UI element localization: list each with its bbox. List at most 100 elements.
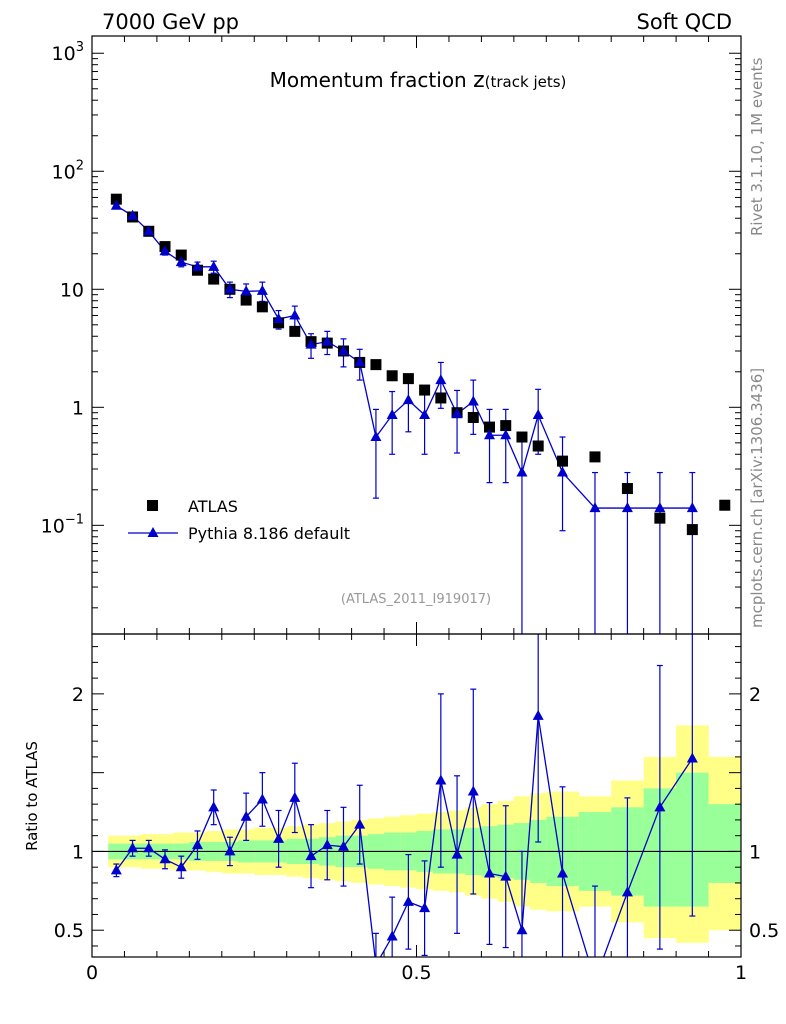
atlas-point (532, 440, 544, 452)
atlas-point (654, 512, 666, 524)
pythia-point (337, 344, 349, 355)
ratio-point (500, 870, 512, 881)
ratio-point (467, 785, 479, 796)
ratio-point (175, 861, 187, 872)
legend: ATLAS Pythia 8.186 default (128, 497, 350, 543)
atlas-point (484, 421, 496, 433)
atlas-point (435, 392, 447, 404)
ratio-point (208, 801, 220, 812)
ratio-point (435, 774, 447, 785)
pythia-point (127, 209, 139, 220)
pythia-point (110, 199, 122, 210)
atlas-point (289, 325, 301, 337)
y-tick-exponent: 2 (76, 158, 84, 173)
mcplots-source-note: mcplots.cern.ch [arXiv:1306.3436] (748, 368, 766, 628)
y-tick-base: 10 (52, 161, 76, 183)
pythia-point (589, 502, 601, 513)
ratio-point (321, 839, 333, 850)
chart-title-main: Momentum fraction (270, 68, 474, 92)
ratio-y-tick-label-right: 1 (749, 841, 761, 863)
y-tick-base: 1 (72, 397, 84, 419)
ratio-y-tick-label: 1 (72, 841, 84, 863)
pythia-point (686, 502, 698, 513)
band-inner-bin (708, 804, 741, 883)
y-tick-label: 10−1 (41, 512, 84, 537)
ratio-point (654, 801, 666, 812)
ratio-point (557, 867, 569, 878)
ratio-point (256, 793, 268, 804)
y-tick-base: 10 (60, 279, 84, 301)
y-tick-label: 10 (60, 279, 84, 301)
pythia-point (467, 395, 479, 406)
pythia-point (516, 466, 528, 477)
legend-pythia-label: Pythia 8.186 default (188, 524, 350, 543)
ratio-point (224, 845, 236, 856)
y-tick-exponent: −1 (65, 512, 84, 527)
x-tick-label: 1 (735, 962, 747, 984)
pythia-point (500, 429, 512, 440)
atlas-point (386, 370, 398, 382)
pythia-point (240, 285, 252, 296)
ratio-point (516, 924, 528, 935)
pythia-point (256, 284, 268, 295)
pythia-point (159, 245, 171, 256)
main-panel: Momentum fraction z(track jets) (ATLAS_2… (110, 68, 731, 634)
ratio-point (686, 752, 698, 763)
atlas-point (419, 384, 431, 396)
pythia-point (386, 409, 398, 420)
ratio-point (127, 842, 139, 853)
ratio-point (621, 886, 633, 897)
main-plot-area (110, 193, 731, 634)
pythia-point (175, 256, 187, 267)
pythia-line (115, 205, 693, 509)
ratio-plot-area (92, 634, 741, 969)
legend-atlas-marker (147, 500, 158, 511)
pythia-point (557, 466, 569, 477)
ratio-point (273, 832, 285, 843)
atlas-point (370, 359, 382, 371)
atlas-point (110, 193, 122, 205)
atlas-point (589, 451, 601, 463)
pythia-point (224, 283, 236, 294)
analysis-tag: (ATLAS_2011_I919017) (341, 592, 491, 607)
rivet-version-note: Rivet 3.1.10, 1M events (748, 57, 766, 236)
pythia-point (305, 338, 317, 349)
header-beam-label: 7000 GeV pp (102, 10, 239, 34)
pythia-point (354, 356, 366, 367)
ratio-point (143, 842, 155, 853)
ratio-point (532, 709, 544, 720)
y-tick-base: 10 (41, 515, 65, 537)
pythia-point (402, 394, 414, 405)
y-tick-label: 1 (72, 397, 84, 419)
ratio-point (370, 959, 381, 969)
pythia-point (621, 502, 633, 513)
ratio-point (419, 902, 431, 913)
header-process-label: Soft QCD (637, 10, 732, 34)
pythia-point (191, 260, 203, 271)
x-tick-label: 0.5 (401, 962, 431, 984)
pythia-point (654, 502, 666, 513)
pythia-point (143, 225, 155, 236)
atlas-point (557, 455, 569, 467)
ratio-y-axis-label: Ratio to ATLAS (23, 741, 41, 851)
y-tick-label: 102 (52, 158, 84, 183)
ratio-point (191, 839, 203, 850)
main-frame (91, 35, 742, 635)
pythia-point (321, 335, 333, 346)
atlas-point (686, 524, 698, 536)
chart-title: Momentum fraction z(track jets) (270, 68, 567, 93)
pythia-point (532, 409, 544, 420)
ratio-point (484, 867, 496, 878)
y-tick-exponent: 3 (76, 40, 84, 55)
atlas-point (467, 411, 479, 423)
x-tick-label: 0 (86, 962, 98, 984)
ratio-panel: Ratio to ATLAS (23, 634, 741, 969)
ratio-point (386, 930, 398, 941)
pythia-point (419, 409, 431, 420)
ratio-point (354, 818, 366, 829)
atlas-point (175, 249, 187, 261)
legend-pythia-marker (147, 527, 159, 537)
atlas-point (516, 431, 528, 443)
